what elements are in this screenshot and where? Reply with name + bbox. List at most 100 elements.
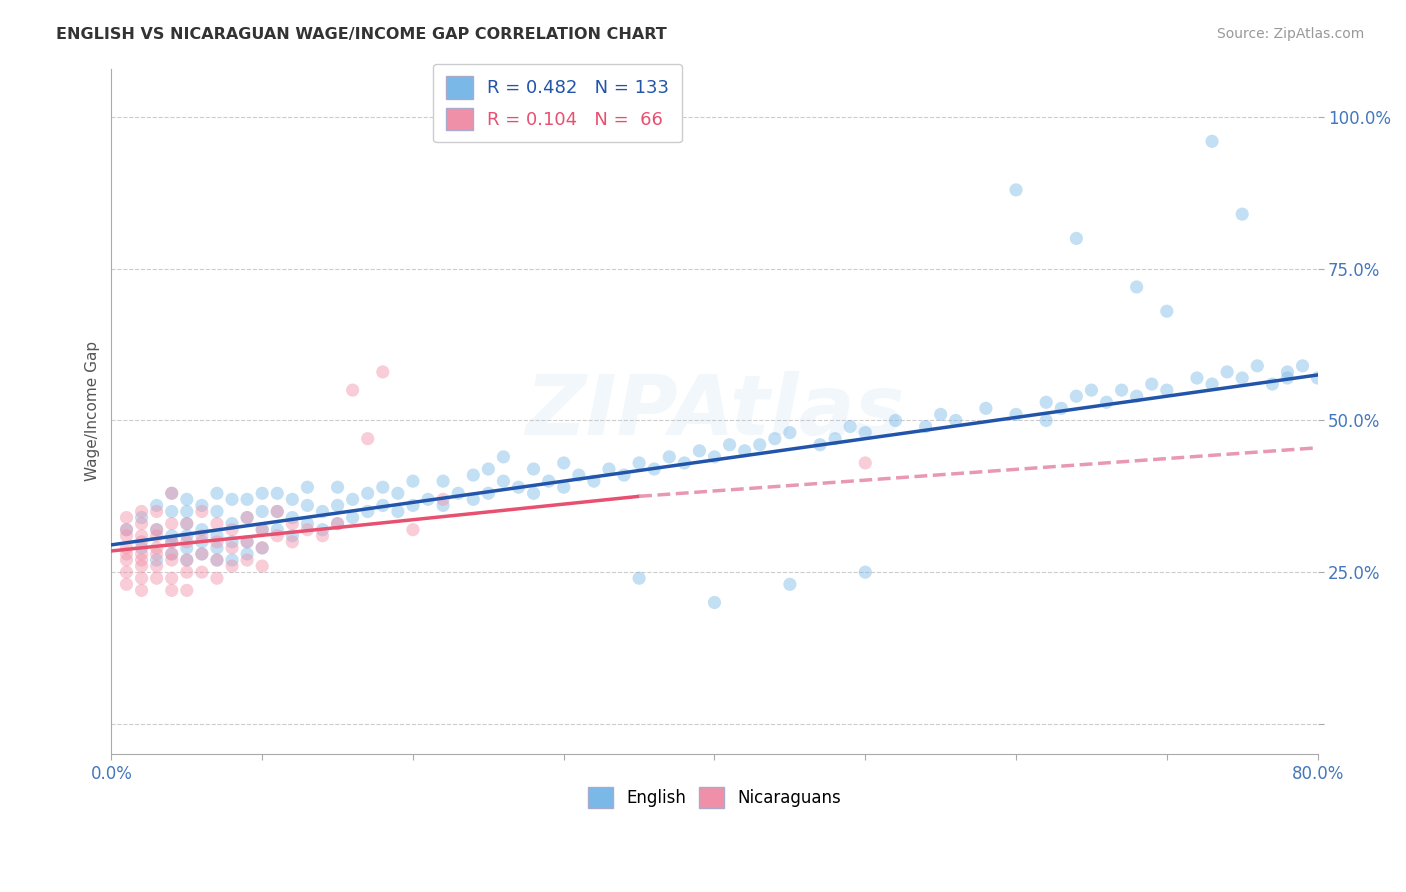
Point (160, 583, 183, 598)
Point (191, 534, 214, 549)
Point (145, 541, 167, 555)
Point (1066, 389, 1088, 403)
Point (236, 553, 259, 567)
Point (297, 480, 319, 494)
Point (205, 504, 228, 518)
Point (191, 529, 214, 543)
Point (432, 492, 454, 507)
Point (402, 474, 425, 488)
Point (145, 523, 167, 537)
Point (160, 486, 183, 500)
Point (131, 516, 153, 531)
Point (357, 486, 380, 500)
Point (326, 480, 349, 494)
Point (297, 523, 319, 537)
Point (250, 541, 273, 555)
Text: ENGLISH VS NICARAGUAN WAGE/INCOME GAP CORRELATION CHART: ENGLISH VS NICARAGUAN WAGE/INCOME GAP CO… (56, 27, 666, 42)
Point (1261, 377, 1284, 392)
Point (703, 450, 725, 464)
Point (1125, 389, 1147, 403)
Point (221, 534, 243, 549)
Point (326, 516, 349, 531)
Point (115, 565, 138, 579)
Point (176, 516, 198, 531)
Point (205, 553, 228, 567)
Point (477, 486, 499, 500)
Point (311, 529, 333, 543)
Point (1005, 183, 1028, 197)
Point (131, 529, 153, 543)
Point (311, 523, 333, 537)
Point (779, 425, 801, 440)
Point (236, 492, 259, 507)
Legend: English, Nicaraguans: English, Nicaraguans (581, 780, 848, 814)
Point (131, 559, 153, 574)
Point (914, 419, 936, 434)
Point (191, 504, 214, 518)
Point (145, 529, 167, 543)
Point (131, 583, 153, 598)
Point (553, 456, 575, 470)
Point (688, 443, 710, 458)
Point (508, 480, 530, 494)
Point (266, 504, 288, 518)
Point (191, 499, 214, 513)
Point (387, 504, 409, 518)
Point (447, 486, 470, 500)
Point (1005, 408, 1028, 422)
Point (266, 523, 288, 537)
Point (131, 553, 153, 567)
Point (145, 571, 167, 585)
Point (250, 523, 273, 537)
Point (808, 438, 831, 452)
Point (1216, 365, 1239, 379)
Point (236, 547, 259, 561)
Point (131, 547, 153, 561)
Point (176, 583, 198, 598)
Point (342, 492, 364, 507)
Point (673, 456, 696, 470)
Point (1230, 371, 1253, 385)
Point (115, 553, 138, 567)
Point (221, 553, 243, 567)
Point (1201, 377, 1223, 392)
Point (311, 504, 333, 518)
Point (221, 559, 243, 574)
Point (115, 547, 138, 561)
Point (160, 547, 183, 561)
Point (1111, 383, 1133, 397)
Point (1291, 359, 1313, 373)
Point (371, 365, 394, 379)
Point (160, 486, 183, 500)
Point (160, 534, 183, 549)
Point (522, 486, 544, 500)
Point (703, 595, 725, 609)
Point (853, 565, 876, 579)
Point (115, 510, 138, 524)
Point (1035, 395, 1057, 409)
Point (432, 474, 454, 488)
Point (1277, 365, 1299, 379)
Point (371, 499, 394, 513)
Point (131, 504, 153, 518)
Point (250, 559, 273, 574)
Point (463, 468, 485, 483)
Point (205, 516, 228, 531)
Point (281, 516, 304, 531)
Point (145, 523, 167, 537)
Point (205, 541, 228, 555)
Point (297, 499, 319, 513)
Point (160, 516, 183, 531)
Point (297, 516, 319, 531)
Point (884, 413, 907, 427)
Point (748, 438, 770, 452)
Point (763, 432, 786, 446)
Point (974, 401, 997, 416)
Point (658, 450, 681, 464)
Point (537, 474, 560, 488)
Point (1035, 413, 1057, 427)
Point (1277, 371, 1299, 385)
Point (160, 529, 183, 543)
Point (236, 510, 259, 524)
Point (1156, 304, 1178, 318)
